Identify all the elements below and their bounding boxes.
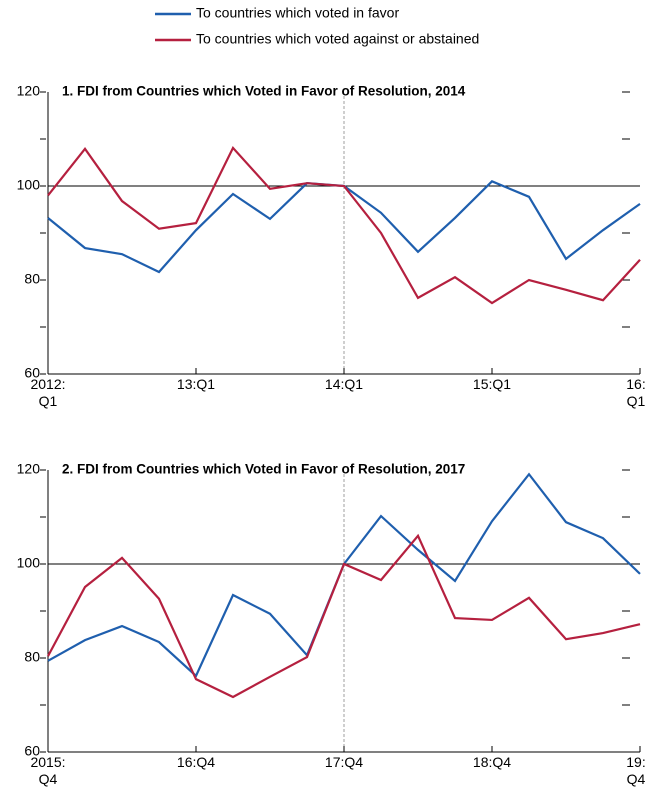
x-tick-label: 2012: Q1 bbox=[30, 376, 66, 409]
x-tick-label: 19: Q4 bbox=[626, 754, 646, 787]
chart-title: 1. FDI from Countries which Voted in Fav… bbox=[62, 84, 466, 99]
y-tick-label: 100 bbox=[17, 555, 41, 571]
x-tick-label: 18:Q4 bbox=[472, 754, 512, 770]
y-tick-label: 80 bbox=[24, 271, 40, 287]
y-tick-label: 80 bbox=[24, 649, 40, 665]
x-tick-label: 14:Q1 bbox=[324, 376, 364, 392]
legend-label: To countries which voted against or abst… bbox=[196, 31, 479, 47]
line-series bbox=[47, 145, 641, 305]
y-tick-label: 60 bbox=[24, 365, 40, 381]
x-tick-label: 2015: Q4 bbox=[30, 754, 66, 787]
x-tick-label: 15:Q1 bbox=[472, 376, 512, 392]
x-tick-label: 13:Q1 bbox=[176, 376, 216, 392]
y-tick-label: 60 bbox=[24, 743, 40, 759]
legend-label: To countries which voted in favor bbox=[196, 5, 399, 21]
x-tick-label: 16:Q4 bbox=[176, 754, 216, 770]
chart-title: 2. FDI from Countries which Voted in Fav… bbox=[62, 462, 465, 477]
y-tick-label: 120 bbox=[17, 461, 41, 477]
x-tick-label: 17:Q4 bbox=[324, 754, 364, 770]
line-series bbox=[47, 533, 641, 699]
x-tick-label: 16: Q1 bbox=[626, 376, 646, 409]
y-tick-label: 120 bbox=[17, 83, 41, 99]
y-tick-label: 100 bbox=[17, 177, 41, 193]
